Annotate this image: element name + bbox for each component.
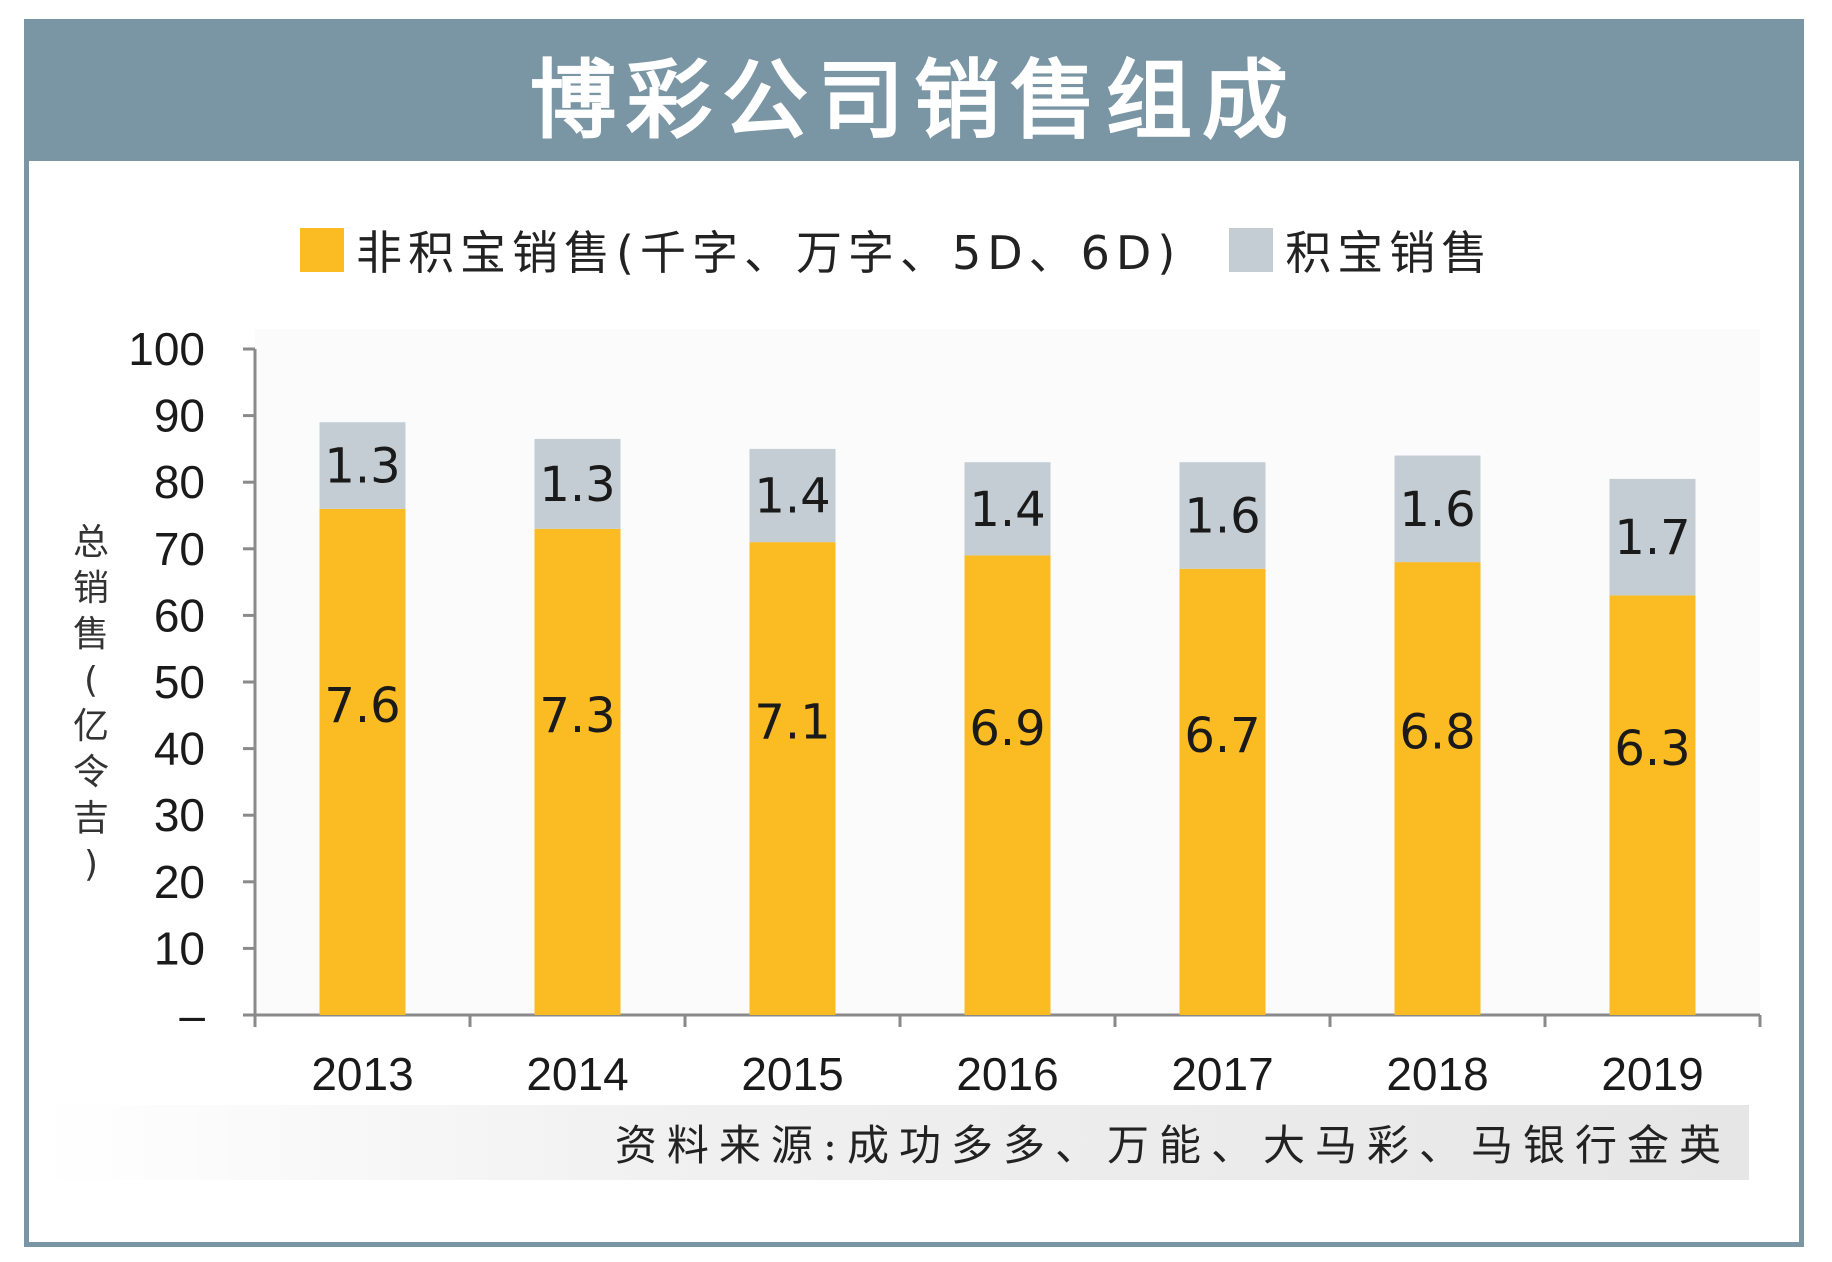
legend-label-non-jackpot: 非积宝销售(千字、万字、5D、6D) (356, 226, 1182, 280)
data-label-non-jackpot: 6.8 (1399, 705, 1475, 761)
y-tick-label: 100 (128, 323, 205, 375)
legend: 非积宝销售(千字、万字、5D、6D) 积宝销售 (300, 220, 1541, 280)
y-tick-label: 70 (154, 523, 205, 575)
bar-non-jackpot (1609, 595, 1696, 1015)
data-label-non-jackpot: 7.3 (539, 688, 615, 744)
y-tick-label: 20 (154, 856, 205, 908)
data-label-jackpot: 1.4 (754, 469, 830, 525)
bar-jackpot (749, 448, 836, 543)
bar-jackpot (319, 422, 406, 509)
x-tick-label: 2013 (311, 1048, 413, 1100)
y-tick-label: 30 (154, 789, 205, 841)
data-label-jackpot: 1.3 (324, 439, 400, 495)
x-tick-label: 2018 (1386, 1048, 1488, 1100)
chart-title: 博彩公司销售组成 (530, 51, 1298, 151)
bar-non-jackpot (1179, 568, 1266, 1015)
data-label-jackpot: 1.6 (1399, 482, 1475, 538)
bar-jackpot (534, 438, 621, 529)
bar-jackpot (964, 462, 1051, 556)
bar-non-jackpot (319, 508, 406, 1015)
y-axis-title-char: ) (83, 844, 99, 885)
x-tick-label: 2019 (1601, 1048, 1703, 1100)
legend-swatch-jackpot (1229, 228, 1274, 272)
y-tick-label: 40 (154, 723, 205, 775)
y-axis-title-char: ( (83, 660, 99, 701)
y-axis-title-char: 令 (72, 752, 109, 793)
data-label-jackpot: 1.7 (1614, 510, 1690, 566)
data-label-non-jackpot: 7.1 (754, 695, 830, 751)
legend-item-jackpot: 积宝销售 (1229, 217, 1493, 283)
y-axis-title-char: 销 (72, 568, 109, 609)
data-label-non-jackpot: 6.7 (1184, 708, 1260, 764)
legend-item-non-jackpot: 非积宝销售(千字、万字、5D、6D) (300, 217, 1181, 283)
y-tick-label: 10 (154, 922, 205, 974)
bar-non-jackpot (749, 542, 836, 1015)
data-label-non-jackpot: 6.9 (969, 701, 1045, 757)
data-label-jackpot: 1.6 (1184, 489, 1260, 545)
title-bar: 博彩公司销售组成 (29, 24, 1799, 161)
y-tick-label: 50 (154, 656, 205, 708)
y-axis-title-char: 吉 (72, 798, 109, 839)
y-axis-title-char: 售 (72, 614, 109, 655)
y-axis-title-char: 亿 (72, 706, 109, 747)
y-tick-label: – (179, 989, 205, 1041)
bar-non-jackpot (964, 555, 1051, 1015)
y-axis-title: 总 销 售 ( 亿 令 吉 ) (66, 520, 116, 888)
bar-non-jackpot (1394, 562, 1481, 1015)
x-tick-label: 2016 (956, 1048, 1058, 1100)
bar-jackpot (1179, 462, 1266, 569)
x-tick-label: 2014 (526, 1048, 628, 1100)
x-tick-label: 2015 (741, 1048, 843, 1100)
data-label-jackpot: 1.3 (539, 457, 615, 513)
legend-swatch-non-jackpot (300, 228, 344, 272)
data-label-non-jackpot: 7.6 (324, 678, 400, 734)
y-axis-title-char: 总 (72, 522, 109, 563)
source-bar: 资料来源:成功多多、万能、大马彩、马银行金英 (44, 1105, 1749, 1180)
legend-label-jackpot: 积宝销售 (1285, 226, 1494, 280)
bar-non-jackpot (534, 528, 621, 1015)
data-label-jackpot: 1.4 (969, 482, 1045, 538)
data-label-non-jackpot: 6.3 (1614, 721, 1690, 777)
bar-jackpot (1609, 478, 1696, 596)
source-text: 资料来源:成功多多、万能、大马彩、马银行金英 (614, 1121, 1731, 1170)
y-tick-label: 90 (154, 390, 205, 442)
bar-jackpot (1394, 455, 1481, 563)
y-tick-label: 60 (154, 589, 205, 641)
y-tick-label: 80 (154, 456, 205, 508)
x-tick-label: 2017 (1171, 1048, 1273, 1100)
